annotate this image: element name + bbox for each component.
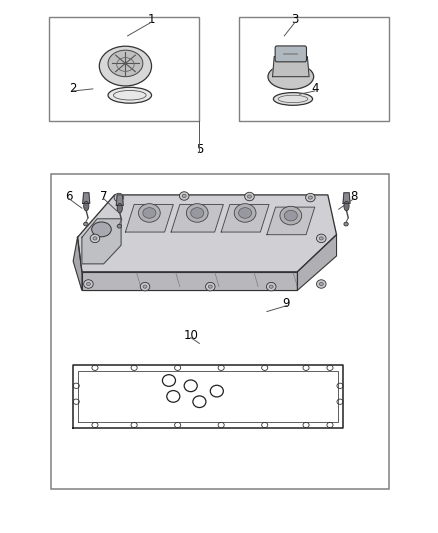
Ellipse shape [306, 193, 315, 202]
Ellipse shape [245, 192, 254, 201]
Ellipse shape [92, 222, 111, 237]
Bar [51, 174, 389, 489]
Text: 1: 1 [148, 13, 155, 27]
Text: 7: 7 [100, 190, 107, 203]
Polygon shape [297, 235, 336, 290]
Ellipse shape [268, 64, 314, 90]
Ellipse shape [266, 282, 276, 291]
Text: 3: 3 [291, 13, 299, 27]
Ellipse shape [84, 280, 93, 288]
Ellipse shape [93, 237, 97, 240]
Text: 10: 10 [183, 329, 198, 342]
Ellipse shape [99, 46, 152, 86]
Polygon shape [82, 272, 297, 290]
Ellipse shape [317, 280, 326, 288]
Ellipse shape [138, 204, 160, 222]
Ellipse shape [182, 195, 186, 198]
Polygon shape [83, 193, 90, 204]
Ellipse shape [84, 222, 88, 226]
Text: 2: 2 [70, 83, 77, 95]
Text: 4: 4 [311, 83, 318, 95]
Polygon shape [171, 205, 223, 232]
Ellipse shape [234, 204, 256, 222]
Ellipse shape [186, 204, 208, 222]
Polygon shape [78, 195, 336, 272]
Ellipse shape [344, 222, 348, 226]
Ellipse shape [284, 211, 297, 221]
Ellipse shape [319, 282, 323, 286]
Ellipse shape [208, 285, 212, 288]
Ellipse shape [319, 237, 323, 240]
Polygon shape [343, 193, 350, 204]
Bar [239, 17, 389, 120]
Polygon shape [221, 205, 269, 232]
Text: 5: 5 [196, 143, 203, 156]
Ellipse shape [90, 234, 100, 243]
Ellipse shape [308, 196, 312, 199]
Polygon shape [73, 237, 82, 290]
Ellipse shape [108, 50, 143, 77]
Polygon shape [267, 207, 315, 235]
Ellipse shape [191, 208, 204, 218]
Text: 6: 6 [65, 190, 73, 203]
Polygon shape [82, 219, 121, 264]
Ellipse shape [117, 224, 121, 228]
Ellipse shape [143, 285, 147, 288]
Ellipse shape [117, 196, 121, 199]
Bar [49, 17, 199, 120]
Text: 9: 9 [283, 297, 290, 310]
Ellipse shape [273, 93, 313, 106]
Ellipse shape [108, 87, 152, 103]
Ellipse shape [180, 192, 189, 200]
Ellipse shape [114, 193, 124, 202]
FancyBboxPatch shape [275, 46, 307, 62]
Ellipse shape [140, 282, 150, 291]
Ellipse shape [84, 201, 89, 211]
Ellipse shape [117, 204, 122, 213]
Ellipse shape [205, 282, 215, 291]
Ellipse shape [239, 208, 252, 218]
Polygon shape [272, 56, 309, 77]
Polygon shape [125, 205, 173, 232]
Ellipse shape [86, 282, 90, 286]
Ellipse shape [247, 195, 251, 198]
Polygon shape [116, 195, 123, 206]
Ellipse shape [280, 206, 302, 225]
Ellipse shape [269, 285, 273, 288]
Ellipse shape [143, 208, 156, 218]
Ellipse shape [344, 201, 349, 211]
Ellipse shape [317, 234, 326, 243]
Text: 8: 8 [350, 190, 357, 203]
